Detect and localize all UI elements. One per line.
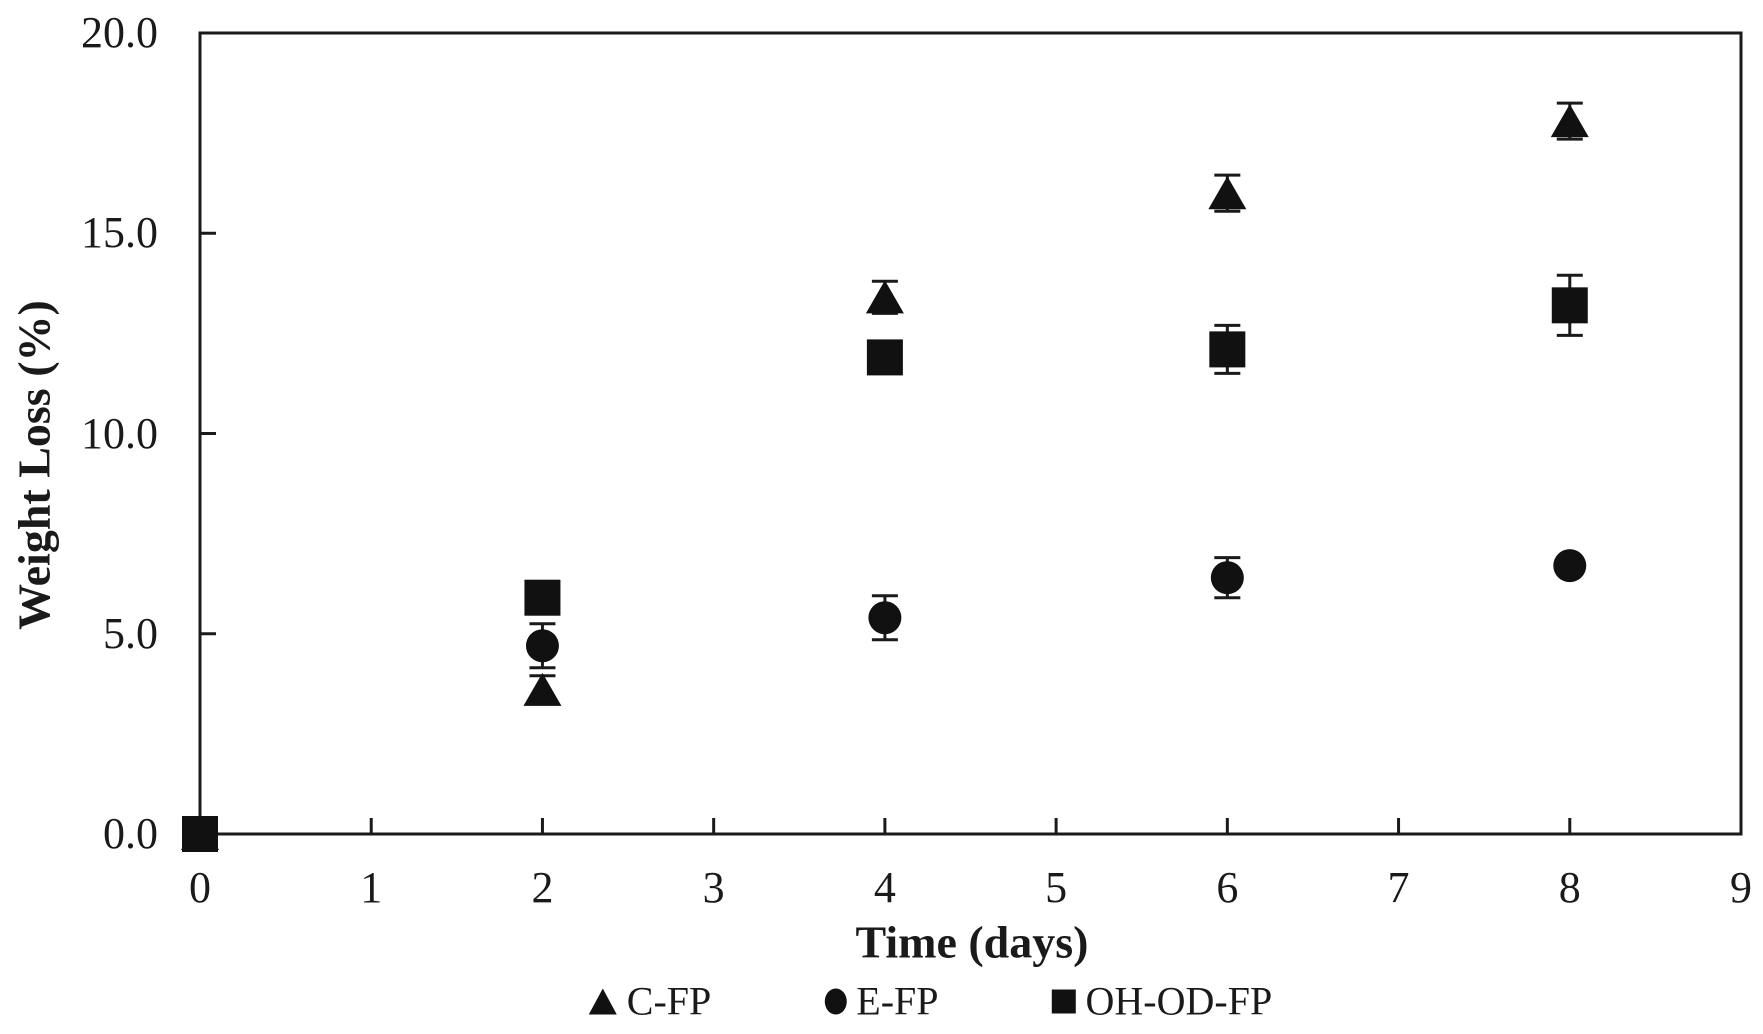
- legend-label-e-fp: E-FP: [856, 978, 939, 1024]
- y-tick-label: 5.0: [103, 608, 158, 658]
- y-tick-label: 15.0: [81, 208, 158, 258]
- triangle-marker-icon: [588, 988, 617, 1014]
- c-fp-data-point: [1550, 104, 1589, 138]
- y-tick-label: 20.0: [81, 8, 158, 57]
- oh-od-fp-data-point: [524, 579, 561, 616]
- x-tick-label: 9: [1730, 863, 1752, 912]
- oh-od-fp-data-point: [866, 339, 903, 376]
- e-fp-data-point: [868, 601, 902, 635]
- x-tick-label: 1: [360, 863, 383, 912]
- legend-item-e-fp: E-FP: [823, 978, 939, 1025]
- y-tick-label: 0.0: [103, 809, 158, 858]
- circle-marker-icon: [824, 988, 847, 1014]
- e-fp-data-point: [525, 629, 559, 663]
- y-tick-label: 10.0: [81, 408, 158, 458]
- x-tick-label: 4: [873, 863, 896, 912]
- y-axis-title: Weight Loss (%): [8, 300, 60, 630]
- x-tick-label: 7: [1387, 863, 1410, 912]
- legend: C-FP E-FP OH-OD-FP: [588, 978, 1272, 1025]
- c-fp-data-point: [1208, 176, 1247, 210]
- legend-item-oh-od-fp: OH-OD-FP: [1051, 978, 1273, 1025]
- legend-item-c-fp: C-FP: [588, 978, 712, 1025]
- x-tick-label: 8: [1558, 863, 1581, 912]
- x-axis-title: Time (days): [855, 916, 1089, 968]
- x-tick-label: 3: [702, 863, 725, 912]
- x-tick-label: 0: [189, 863, 211, 912]
- x-tick-label: 2: [531, 863, 554, 912]
- oh-od-fp-data-point: [1209, 331, 1246, 368]
- c-fp-data-point: [523, 672, 562, 706]
- square-marker-icon: [1051, 989, 1076, 1013]
- e-fp-data-point: [1210, 561, 1244, 595]
- plot-border: [198, 31, 1743, 836]
- oh-od-fp-data-point: [182, 816, 218, 852]
- e-fp-data-point: [1553, 549, 1587, 583]
- c-fp-data-point: [865, 280, 904, 314]
- x-tick-label: 6: [1216, 863, 1239, 912]
- legend-label-c-fp: C-FP: [626, 978, 712, 1024]
- oh-od-fp-data-point: [1551, 287, 1588, 324]
- legend-label-oh-od-fp: OH-OD-FP: [1085, 978, 1273, 1024]
- x-tick-label: 5: [1045, 863, 1068, 912]
